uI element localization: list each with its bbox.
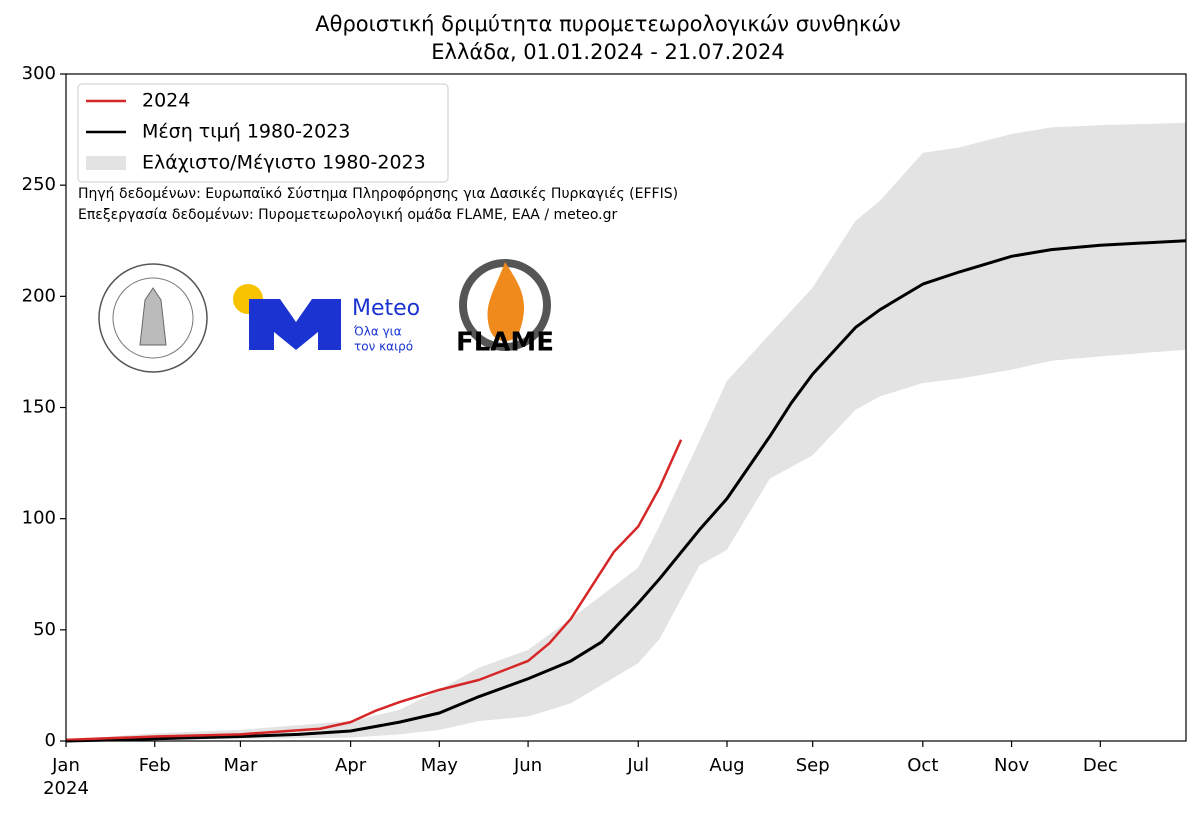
y-tick-label: 200 [22,285,56,306]
chart-subtitle: Ελλάδα, 01.01.2024 - 21.07.2024 [431,40,784,64]
y-tick-label: 0 [45,730,56,751]
meteo-slogan: Όλα για [353,325,402,339]
chart-title: Αθροιστική δριμύτητα πυρομετεωρολογικών … [315,12,901,36]
legend-label: 2024 [142,90,190,112]
x-year-label: 2024 [43,778,89,799]
y-tick-label: 150 [22,397,56,418]
series-line [65,239,1187,743]
source-note: Επεξεργασία δεδομένων: Πυρομετεωρολογική… [78,207,617,223]
y-tick-label: 50 [33,619,56,640]
x-tick-label: May [421,755,459,776]
meteo-m [249,299,341,350]
observatory-logo-inner [112,277,194,359]
flame-fire [487,262,525,342]
x-tick-label: Apr [335,755,367,776]
legend-label: Ελάχιστο/Μέγιστο 1980-2023 [142,152,426,174]
min-max-band [66,122,1186,741]
source-note: Πηγή δεδομένων: Ευρωπαϊκό Σύστημα Πληροφ… [78,186,678,202]
x-tick-label: Dec [1083,755,1118,776]
x-tick-label: Aug [709,755,744,776]
legend-box [77,83,449,183]
series-line [65,439,683,742]
x-tick-label: Feb [139,755,171,776]
meteo-slogan: τον καιρό [354,340,413,354]
legend-label: Μέση τιμή 1980-2023 [142,121,350,143]
x-tick-label: Sep [796,755,830,776]
meteo-name: Meteo [352,296,420,321]
x-tick-label: Nov [994,755,1029,776]
x-tick-label: Oct [907,755,938,776]
x-tick-label: Mar [223,755,258,776]
y-tick-label: 250 [22,174,56,195]
legend-swatch [86,156,126,170]
x-tick-label: Jun [513,755,542,776]
x-tick-label: Jul [626,755,649,776]
y-tick-label: 100 [22,508,56,529]
flame-name: FLAME [456,328,554,358]
observatory-figure [139,287,167,346]
y-tick-label: 300 [22,63,56,84]
x-tick-label: Jan [51,755,80,776]
